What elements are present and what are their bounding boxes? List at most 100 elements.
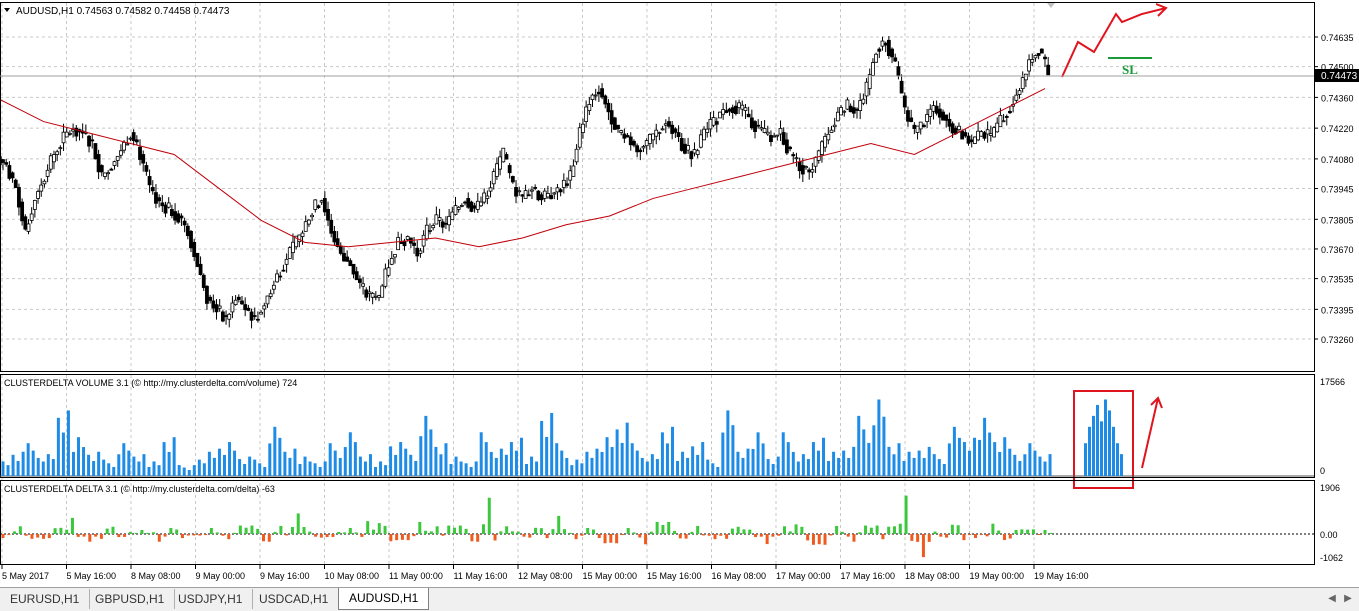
delta-bar [180, 534, 184, 539]
candle-body [93, 143, 98, 160]
candle-body [753, 121, 757, 133]
tab-usdcad[interactable]: USDCAD,H1 [249, 589, 340, 609]
collapse-triangle-icon[interactable] [4, 8, 10, 12]
delta-bar [24, 534, 28, 536]
candle-body [619, 130, 624, 133]
volume-bar [298, 463, 302, 476]
candle-body [424, 224, 429, 240]
delta-bar [395, 534, 399, 541]
candle-body [42, 180, 47, 185]
candle-body [131, 132, 136, 142]
candle-body [574, 148, 579, 163]
delta-bar [626, 527, 630, 534]
candle-body [322, 198, 327, 213]
candle-body [160, 202, 165, 207]
delta-bar [94, 534, 98, 537]
volume-bar [92, 460, 96, 476]
candle-body [434, 214, 439, 225]
volume-bar [409, 454, 413, 476]
delta-bar [1037, 534, 1041, 535]
candle-body [179, 215, 184, 219]
candle-body [960, 130, 965, 140]
delta-bar [916, 534, 920, 542]
volume-bar [1096, 404, 1099, 476]
candle-body [230, 302, 235, 313]
delta-bar [777, 534, 781, 536]
candle-body [147, 176, 152, 186]
shift-marker-icon[interactable] [1047, 3, 1055, 8]
volume-bar [1112, 426, 1115, 476]
candle-body [7, 165, 12, 179]
trade-arrows [1061, 3, 1168, 489]
candle-body [303, 221, 308, 232]
volume-bar [293, 448, 297, 476]
volume-bar [847, 457, 851, 476]
delta-bar [985, 534, 989, 537]
candle-body [1030, 59, 1035, 63]
tab-gbpusd[interactable]: GBPUSD,H1 [85, 589, 176, 609]
delta-bar [534, 527, 538, 534]
candle-body [571, 165, 576, 177]
volume-bar [837, 457, 841, 476]
tab-eurusd[interactable]: EURUSD,H1 [0, 589, 91, 609]
volume-panel-frame [0, 374, 1315, 478]
delta-bar [256, 528, 260, 534]
delta-bar [59, 527, 63, 534]
candle-body [647, 133, 652, 144]
delta-bar [13, 531, 17, 534]
candle-body [154, 192, 158, 204]
candle-body [275, 273, 279, 283]
volume-bar [1028, 443, 1032, 476]
scroll-right-icon[interactable]: ▶ [1344, 593, 1352, 604]
volume-bar [157, 465, 161, 476]
volume-header: CLUSTERDELTA VOLUME 3.1 (© http://my.clu… [4, 378, 297, 388]
candle-body [915, 125, 920, 133]
volume-bar [353, 442, 357, 476]
candle-body [966, 135, 971, 144]
tab-audusd[interactable]: AUDUSD,H1 [338, 588, 430, 610]
scroll-left-icon[interactable]: ◀ [1328, 593, 1336, 604]
delta-bar [429, 531, 433, 534]
tab-usdjpy[interactable]: USDJPY,H1 [168, 589, 254, 609]
time-tick-label: 17 May 16:00 [841, 571, 896, 581]
candle-body [689, 151, 694, 160]
candle-body [192, 241, 197, 258]
delta-bar [852, 534, 856, 542]
delta-bar [134, 532, 138, 534]
delta-bar [945, 534, 949, 538]
delta-bar [974, 534, 978, 539]
candle-body [278, 275, 283, 278]
volume-bar [217, 448, 221, 476]
candle-body [673, 128, 678, 133]
volume-bar [1092, 415, 1095, 476]
volume-bar [318, 466, 322, 476]
delta-bar [568, 532, 572, 534]
candle-body [1046, 64, 1051, 76]
candle-body [988, 133, 993, 136]
candle-body [979, 131, 984, 137]
delta-bar [441, 534, 445, 536]
price-chart[interactable]: SL AUDUSD,H1 0.74563 0.74582 0.74458 0.7… [0, 0, 1359, 587]
delta-bar [30, 534, 34, 539]
candle-body [644, 140, 649, 147]
candle-body [447, 215, 452, 226]
candle-body [797, 161, 802, 172]
delta-bar [1, 534, 5, 539]
volume-bar [228, 442, 232, 476]
volume-bar [872, 425, 876, 476]
volume-bar [570, 465, 574, 476]
candle-body [55, 151, 60, 155]
delta-bar [615, 534, 619, 544]
candle-body [357, 278, 362, 283]
candle-body [348, 260, 353, 267]
volume-bar [620, 442, 624, 476]
volume-bar [56, 417, 60, 476]
candle-body [249, 311, 254, 321]
volume-bar [238, 459, 242, 476]
delta-panel-frame [0, 480, 1315, 565]
volume-bar [585, 451, 589, 476]
candle-body [106, 172, 111, 175]
price-tick-label: 0.73945 [1321, 185, 1354, 195]
delta-bar [412, 534, 416, 537]
delta-max-label: 1906 [1320, 483, 1340, 493]
